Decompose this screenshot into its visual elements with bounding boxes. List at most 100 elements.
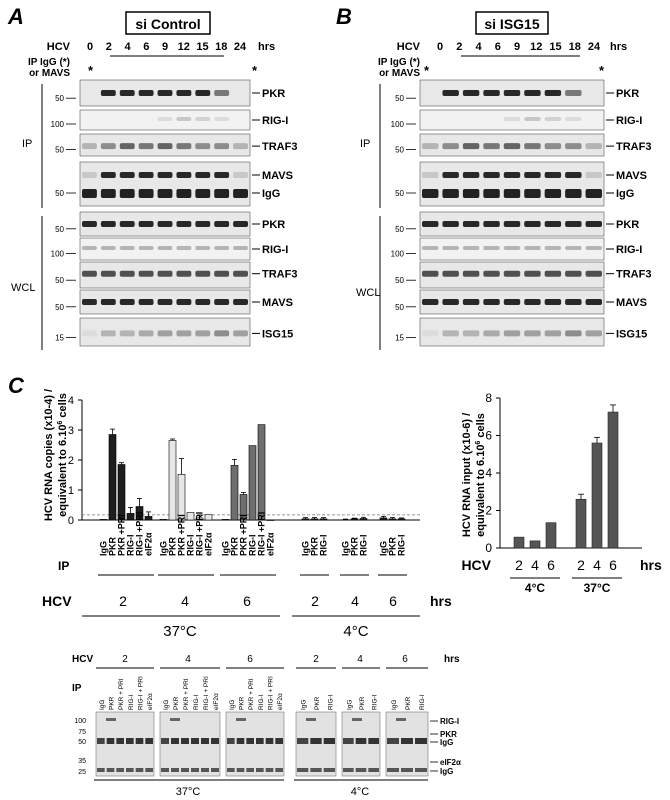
blot-band [176, 117, 192, 121]
band-label: IgG [262, 188, 280, 200]
blot-band [503, 117, 521, 121]
mw-marker: 50 [55, 145, 64, 154]
blot-band [157, 117, 173, 121]
blot-band [524, 90, 541, 96]
blot-band [524, 246, 541, 250]
panel-a-wcl-group: WCL [11, 282, 35, 294]
bar [350, 518, 359, 521]
y-tick-label: 6 [485, 429, 492, 443]
blot-band [256, 738, 264, 744]
bar [341, 519, 350, 521]
blot-band [195, 143, 211, 150]
blot-band [442, 330, 459, 337]
bar [359, 518, 368, 521]
blot-band [565, 299, 582, 305]
temp-label: 4°C [525, 581, 545, 595]
panel-b-star-right: * [599, 63, 605, 78]
blot-band-label: eIF2α [440, 758, 461, 767]
blot-mw-marker: 100 [74, 718, 86, 725]
blot-band [100, 330, 116, 337]
band-label: TRAF3 [262, 269, 297, 281]
blot-band [585, 189, 602, 198]
timepoint-label: 6 [495, 41, 501, 53]
blot-band [565, 172, 582, 178]
blot-band [233, 189, 248, 198]
blot-band [214, 189, 230, 198]
blot-band [483, 189, 500, 198]
blot-band [565, 221, 582, 227]
panel-b-ip-label-1: IP IgG (*) [378, 57, 420, 68]
blot-hour-label: 2 [122, 654, 128, 665]
category-label: RIG-I [319, 535, 329, 557]
category-label: eIF2α [266, 532, 276, 556]
blot-band [233, 221, 248, 227]
blot-band [157, 172, 173, 178]
blot-band [422, 330, 439, 337]
blot-band [565, 90, 582, 96]
blot-band [119, 221, 135, 227]
panel-a-title-box [125, 11, 211, 35]
blot-band [82, 270, 97, 277]
blot-band [246, 768, 254, 772]
blot-lane-label: PKR [239, 696, 246, 710]
category-label: PKR [388, 536, 398, 556]
blot-band [157, 221, 173, 227]
blot-band [135, 768, 144, 772]
bar [397, 518, 406, 521]
blot-band [462, 143, 480, 150]
blot-lane-label: PKR [173, 696, 180, 710]
blot-band [355, 738, 367, 744]
bar [204, 514, 213, 521]
blot-band [503, 189, 521, 198]
band-label: PKR [262, 219, 285, 231]
band-label: MAVS [262, 170, 293, 182]
blot-band [323, 768, 335, 772]
blot-band [483, 270, 500, 277]
bar [319, 518, 328, 521]
band-label: PKR [262, 88, 285, 100]
panel-a-blots: PKR 50 RIG-I 100 TRAF3 50 MAVS IgG 50 PKR 50 RIG-I 1… [51, 79, 297, 347]
panel-b-hcv-label: HCV [397, 41, 421, 53]
blot-band [145, 738, 153, 744]
blot-band [503, 221, 521, 227]
blot-band [442, 246, 459, 250]
category-label: IgG [341, 541, 351, 556]
category-label: RIG-I [397, 535, 407, 557]
blot-band [401, 738, 413, 744]
blot-band [483, 246, 500, 250]
blot-lane-label: RIG-I + PRI [138, 676, 145, 710]
bar [529, 540, 541, 549]
blot-band [97, 738, 105, 744]
category-label: RIG-I +PRI [195, 512, 205, 556]
panel-c-temp-4: 4°C [343, 623, 368, 640]
blot-band [161, 768, 169, 772]
bar [186, 512, 195, 521]
bar [126, 513, 135, 521]
category-label: eIF2α [144, 532, 154, 556]
mw-marker: 50 [395, 225, 404, 234]
blot-lane-label: IgG [99, 700, 106, 710]
band-label: RIG-I [262, 244, 288, 256]
blot-band [214, 143, 230, 150]
panel-c-blot-temp-4: 4°C [351, 786, 370, 798]
blot-lane-label: IgG [229, 700, 236, 710]
blot-band [138, 172, 154, 178]
blot-band [544, 246, 562, 250]
blot-band [135, 738, 144, 744]
blot-lane-label: eIF2α [213, 693, 220, 710]
blot-band [233, 330, 248, 337]
category-label: RIG-I [359, 535, 369, 557]
y-tick-label: 0 [68, 515, 74, 527]
blot-band [422, 172, 439, 178]
blot-band [176, 299, 192, 305]
blot-band [82, 143, 97, 150]
category-label: PKR [350, 536, 360, 556]
category-label: IgG [99, 541, 109, 556]
blot-band [565, 189, 582, 198]
blot-band [275, 738, 283, 744]
blot-band [396, 718, 406, 721]
blot-band [100, 270, 116, 277]
blot-lane-label: RIG-I [419, 694, 426, 710]
blot-block [225, 711, 285, 777]
